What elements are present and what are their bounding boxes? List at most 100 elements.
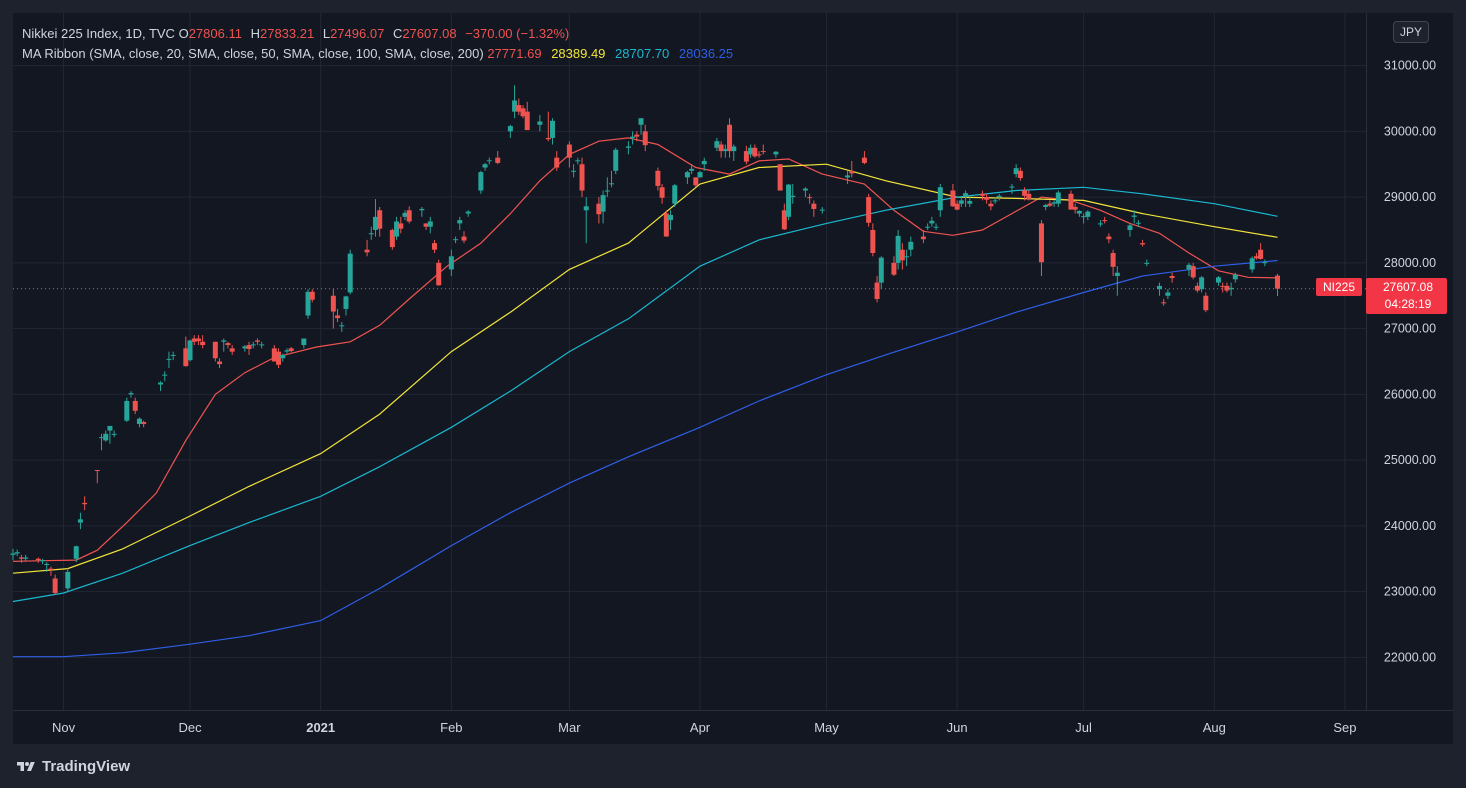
time-axis-label: Jul bbox=[1075, 720, 1092, 735]
candle-down bbox=[1274, 275, 1280, 289]
candle-down bbox=[141, 421, 147, 424]
candle-down bbox=[1161, 302, 1167, 304]
candle-up bbox=[1127, 225, 1133, 230]
candle-up bbox=[1076, 210, 1082, 214]
candles bbox=[10, 85, 1280, 595]
price-axis-label: 22000.00 bbox=[1384, 650, 1436, 664]
price-axis-label: 27000.00 bbox=[1384, 322, 1436, 336]
candle-down bbox=[35, 558, 41, 561]
candle-down bbox=[1140, 243, 1146, 245]
candle-up bbox=[111, 433, 117, 435]
candle-down bbox=[566, 144, 572, 158]
plot-background bbox=[13, 13, 1453, 744]
candle-up bbox=[668, 214, 674, 221]
time-axis[interactable]: Nov Dec 2021 Feb Mar Apr May Jun Jul Aug Sep bbox=[52, 720, 1356, 735]
candle-up bbox=[301, 338, 307, 346]
candle-down bbox=[1022, 190, 1028, 196]
candle-down bbox=[1017, 170, 1023, 179]
candle-up bbox=[1013, 168, 1019, 175]
candle-up bbox=[1199, 277, 1205, 290]
candle-down bbox=[950, 190, 956, 207]
candle-down bbox=[1026, 193, 1032, 200]
candle-up bbox=[600, 195, 606, 212]
candle-up bbox=[40, 560, 46, 562]
candle-up bbox=[486, 160, 492, 162]
symbol-title[interactable]: Nikkei 225 Index, 1D, TVC bbox=[22, 26, 175, 41]
indicator-title[interactable]: MA Ribbon (SMA, close, 20, SMA, close, 5… bbox=[22, 46, 484, 61]
candle-up bbox=[1228, 287, 1234, 290]
tradingview-brand[interactable]: TradingView bbox=[14, 758, 130, 775]
candle-down bbox=[495, 157, 501, 163]
candle-up bbox=[242, 346, 248, 349]
candle-up bbox=[99, 437, 105, 439]
candle-down bbox=[271, 348, 277, 362]
price-axis-label: 29000.00 bbox=[1384, 190, 1436, 204]
candle-down bbox=[891, 262, 897, 275]
candle-up bbox=[878, 257, 884, 283]
candle-down bbox=[1106, 236, 1112, 240]
candle-up bbox=[343, 296, 349, 309]
candle-up bbox=[604, 190, 610, 192]
candle-up bbox=[802, 188, 808, 191]
candle-down bbox=[335, 315, 341, 319]
candle-down bbox=[1038, 223, 1044, 263]
price-axis-label: 30000.00 bbox=[1384, 124, 1436, 138]
candle-down bbox=[436, 262, 442, 286]
candle-up bbox=[773, 151, 779, 155]
candle-up bbox=[1232, 274, 1238, 280]
candle-up bbox=[908, 241, 914, 250]
candle-up bbox=[722, 149, 728, 152]
candle-up bbox=[187, 340, 193, 361]
price-axis-label: 28000.00 bbox=[1384, 256, 1436, 270]
candle-down bbox=[1203, 295, 1209, 311]
candle-down bbox=[406, 210, 412, 222]
close-value: 27607.08 bbox=[402, 26, 457, 41]
candle-up bbox=[427, 221, 433, 227]
candle-down bbox=[899, 249, 905, 261]
tradingview-logo-icon bbox=[17, 761, 35, 771]
candle-down bbox=[760, 151, 766, 153]
candle-up bbox=[786, 184, 792, 217]
price-tag: NI225 27607.08 04:28:19 bbox=[1316, 278, 1447, 314]
candle-up bbox=[103, 433, 109, 441]
candle-up bbox=[170, 354, 176, 356]
candle-down bbox=[988, 203, 994, 207]
candle-down bbox=[254, 340, 260, 342]
candle-down bbox=[777, 164, 783, 191]
brand-name: TradingView bbox=[42, 758, 131, 775]
ma200-value: 28036.25 bbox=[678, 46, 734, 61]
candle-up bbox=[128, 393, 134, 395]
candle-down bbox=[1068, 193, 1074, 210]
grid bbox=[13, 13, 1366, 710]
candle-up bbox=[136, 418, 142, 424]
time-axis-label: Mar bbox=[558, 720, 581, 735]
candle-up bbox=[402, 212, 408, 217]
indicator-legend[interactable]: MA Ribbon (SMA, close, 20, SMA, close, 5… bbox=[22, 46, 733, 61]
time-axis-label: Sep bbox=[1333, 720, 1356, 735]
price-axis[interactable]: 31000.00 30000.00 29000.00 28000.00 27000.00… bbox=[1384, 59, 1436, 665]
candle-up bbox=[1135, 222, 1141, 224]
currency-button[interactable]: JPY bbox=[1393, 21, 1429, 43]
high-label: H bbox=[250, 26, 260, 41]
candle-up bbox=[613, 149, 619, 171]
candle-up bbox=[1114, 272, 1120, 277]
symbol-legend[interactable]: Nikkei 225 Index, 1D, TVC O27806.11 H278… bbox=[22, 26, 569, 41]
candle-up bbox=[1055, 192, 1061, 204]
candle-down bbox=[1194, 285, 1200, 291]
candle-up bbox=[967, 201, 973, 204]
candle-down bbox=[1102, 220, 1108, 222]
candle-up bbox=[845, 175, 851, 178]
candle-up bbox=[672, 185, 678, 204]
candle-up bbox=[453, 239, 459, 241]
candle-up bbox=[1051, 202, 1057, 204]
candle-up bbox=[537, 121, 543, 125]
candle-up bbox=[368, 233, 374, 235]
candle-up bbox=[77, 519, 83, 523]
candle-up bbox=[512, 100, 518, 112]
candle-up bbox=[1215, 277, 1221, 283]
candle-down bbox=[524, 111, 530, 131]
candle-down bbox=[1253, 256, 1259, 259]
candle-up bbox=[1262, 262, 1268, 264]
candle-up bbox=[124, 400, 130, 421]
